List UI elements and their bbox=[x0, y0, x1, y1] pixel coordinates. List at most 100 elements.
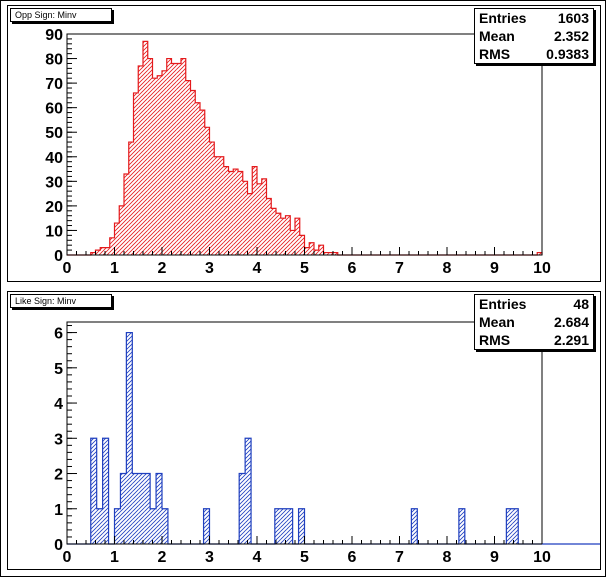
opp-sign-pad[interactable]: 0 1 2 3 4 5 6 7 8 9 10 0 10 20 30 40 50 60 70 80 90 Opp Sign… bbox=[7, 5, 601, 282]
histogram-bin bbox=[195, 102, 200, 255]
histogram-bin bbox=[537, 252, 542, 255]
histogram-bin bbox=[314, 250, 319, 255]
histogram-bin bbox=[309, 242, 314, 255]
histogram-bin bbox=[411, 508, 418, 544]
x-tick-label: 3 bbox=[205, 260, 214, 277]
histogram-bin bbox=[171, 63, 177, 255]
histogram-bin bbox=[147, 58, 153, 255]
histogram-bin bbox=[90, 252, 96, 255]
x-tick-label: 9 bbox=[490, 260, 499, 277]
histogram-bin bbox=[228, 171, 234, 255]
histogram-bin bbox=[299, 235, 305, 255]
like-sign-pad[interactable]: 0 1 2 3 4 5 6 7 8 9 10 0 1 2 3 4 5 6 Like Sign: Minv Entr… bbox=[7, 291, 601, 570]
y-tick-label: 6 bbox=[54, 326, 63, 343]
y-tick-label: 2 bbox=[54, 467, 63, 484]
entries-label: Entries bbox=[479, 296, 527, 312]
x-tick-label: 0 bbox=[63, 260, 72, 277]
histogram-bin bbox=[143, 41, 148, 255]
x-tick-label: 7 bbox=[395, 260, 404, 277]
histogram-bin bbox=[102, 438, 109, 544]
like-sign-stats-box[interactable]: Entries 48 Mean 2.684 RMS 2.291 bbox=[474, 294, 594, 350]
histogram-bin bbox=[286, 508, 293, 544]
histogram-bin bbox=[190, 90, 196, 255]
mean-label: Mean bbox=[479, 28, 515, 44]
histogram-bin bbox=[181, 58, 186, 255]
x-tick-label: 1 bbox=[110, 260, 119, 277]
histogram-bin bbox=[323, 252, 329, 255]
histogram-bin bbox=[152, 78, 158, 255]
histogram-bin bbox=[156, 473, 162, 544]
histogram-bin bbox=[239, 473, 246, 544]
histogram-bin bbox=[214, 156, 219, 255]
histogram-bin bbox=[133, 92, 139, 255]
like-sign-histogram: 0 1 2 3 4 5 6 7 8 9 10 0 1 2 3 4 5 6 bbox=[54, 321, 600, 566]
y-tick-label: 40 bbox=[45, 150, 63, 167]
histogram-bin bbox=[105, 247, 110, 255]
histogram-bin bbox=[203, 508, 210, 544]
x-tick-label: 10 bbox=[533, 260, 551, 277]
x-tick-label: 10 bbox=[533, 549, 551, 566]
x-tick-label: 8 bbox=[443, 260, 452, 277]
histogram-bin bbox=[138, 65, 143, 255]
histogram-bin bbox=[209, 142, 215, 255]
histogram-bin bbox=[238, 171, 243, 255]
x-tick-label: 3 bbox=[205, 549, 214, 566]
x-tick-label: 1 bbox=[110, 549, 119, 566]
histogram-bin bbox=[109, 237, 115, 255]
entries-value: 48 bbox=[573, 296, 589, 312]
histogram-bin bbox=[157, 75, 162, 255]
entries-label: Entries bbox=[479, 10, 527, 26]
y-tick-label: 80 bbox=[45, 52, 63, 69]
histogram-bin bbox=[132, 473, 139, 544]
histogram-bin bbox=[185, 80, 191, 256]
y-tick-label: 30 bbox=[45, 174, 63, 191]
histogram-bin bbox=[506, 508, 513, 544]
histogram-bin bbox=[266, 198, 272, 255]
histogram-bin bbox=[114, 223, 120, 255]
y-tick-label: 70 bbox=[45, 76, 63, 93]
x-tick-label: 4 bbox=[253, 260, 262, 277]
x-tick-label: 5 bbox=[300, 260, 309, 277]
mean-label: Mean bbox=[479, 314, 515, 330]
y-tick-label: 4 bbox=[54, 396, 63, 413]
histogram-bin bbox=[285, 215, 291, 255]
mean-value: 2.684 bbox=[553, 314, 589, 330]
histogram-bin bbox=[138, 473, 145, 544]
histogram-bin bbox=[126, 332, 133, 544]
histogram-bin bbox=[223, 166, 229, 255]
histogram-bin bbox=[298, 508, 305, 544]
histogram-bin bbox=[233, 169, 238, 255]
y-tick-label: 60 bbox=[45, 101, 63, 118]
y-tick-label: 5 bbox=[54, 361, 63, 378]
histogram-bin bbox=[162, 70, 167, 255]
rms-label: RMS bbox=[479, 46, 511, 62]
x-tick-label: 4 bbox=[253, 549, 262, 566]
x-tick-label: 9 bbox=[490, 549, 499, 566]
histogram-bin bbox=[128, 142, 134, 255]
histogram-bin bbox=[257, 183, 262, 255]
histogram-bin bbox=[280, 508, 287, 544]
y-tick-label: 3 bbox=[54, 431, 63, 448]
histogram-bin bbox=[90, 438, 97, 544]
histogram-bin bbox=[295, 218, 300, 255]
histogram-bin bbox=[96, 508, 103, 544]
histogram-bin bbox=[333, 252, 338, 255]
histogram-bin bbox=[328, 252, 333, 255]
histogram-bin bbox=[120, 473, 127, 544]
histogram-bin bbox=[252, 166, 257, 255]
histogram-bin bbox=[150, 508, 157, 544]
x-tick-label: 7 bbox=[395, 549, 404, 566]
opp-sign-stats-box[interactable]: Entries 1603 Mean 2.352 RMS 0.9383 bbox=[474, 8, 594, 64]
x-tick-label: 2 bbox=[158, 260, 167, 277]
histogram-bin bbox=[274, 508, 281, 544]
histogram-bin bbox=[204, 127, 210, 255]
y-tick-label: 1 bbox=[54, 502, 63, 519]
y-tick-label: 0 bbox=[54, 537, 63, 554]
histogram-bin bbox=[304, 247, 310, 255]
histogram-bin bbox=[245, 438, 252, 544]
histogram-bin bbox=[290, 230, 295, 255]
y-tick-label: 50 bbox=[45, 125, 63, 142]
histogram-bin bbox=[162, 508, 168, 544]
y-tick-label: 10 bbox=[45, 223, 63, 240]
